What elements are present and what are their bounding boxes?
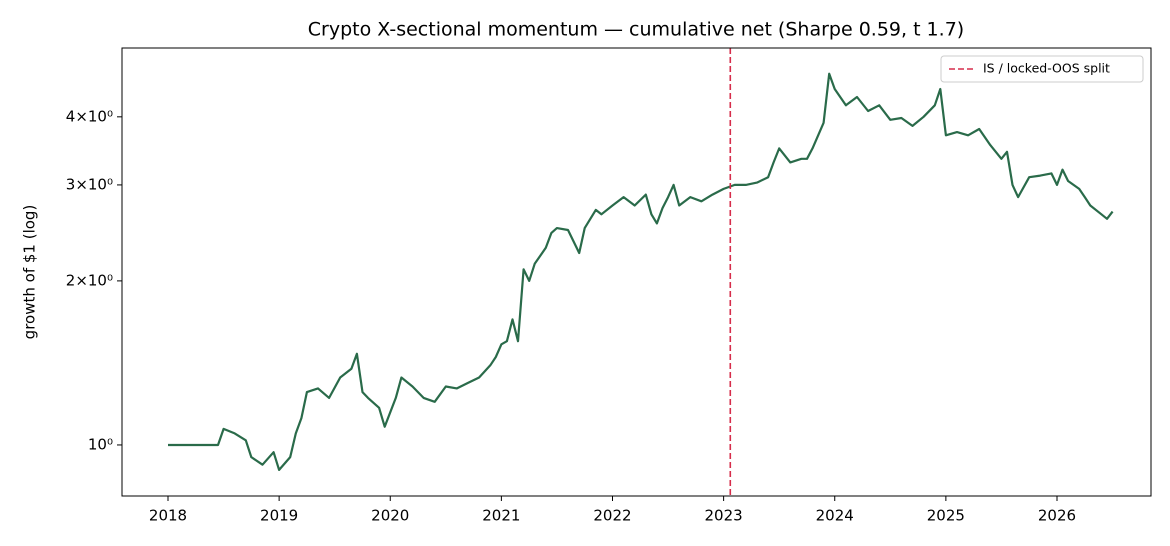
- x-tick-label: 2019: [260, 507, 298, 525]
- chart-title: Crypto X-sectional momentum — cumulative…: [308, 19, 964, 41]
- legend-box: [940, 55, 1144, 83]
- x-tick-label: 2020: [371, 507, 409, 525]
- plot-frame: [121, 47, 1152, 497]
- x-tick-label: 2026: [1038, 507, 1076, 525]
- y-axis-label: growth of $1 (log): [21, 205, 39, 340]
- y-tick-label: 3×10⁰: [66, 175, 113, 193]
- y-tick-label: 10⁰: [88, 435, 113, 453]
- legend-label: IS / locked-OOS split: [983, 61, 1110, 76]
- x-tick-label: 2023: [705, 507, 743, 525]
- y-tick-label: 4×10⁰: [66, 107, 113, 125]
- legend: IS / locked-OOS split: [940, 55, 1144, 83]
- x-tick-label: 2022: [593, 507, 631, 525]
- line-series: [168, 72, 1114, 471]
- y-tick-label: 2×10⁰: [66, 271, 113, 289]
- x-tick-label: 2021: [482, 507, 520, 525]
- x-tick-label: 2024: [816, 507, 854, 525]
- x-tick-label: 2018: [149, 507, 187, 525]
- x-tick-label: 2025: [927, 507, 965, 525]
